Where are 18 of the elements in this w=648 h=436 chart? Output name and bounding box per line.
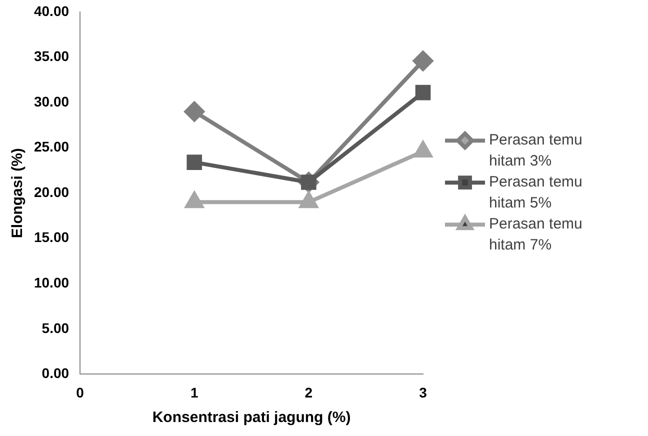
legend-label: Perasan temu hitam 3% [489,132,582,170]
x-axis-title: Konsentrasi pati jagung (%) [152,409,351,426]
y-tick-label: 25.00 [34,138,70,155]
x-tick-label: 1 [190,384,198,400]
y-tick-label: 5.00 [42,320,70,336]
y-tick-label: 35.00 [34,48,70,64]
legend-label: Perasan temu hitam 5% [489,174,582,212]
y-tick-label: 20.00 [34,184,70,200]
x-tick-label: 0 [76,384,84,400]
y-tick-label: 10.00 [34,274,70,291]
x-tick-label: 2 [304,384,313,400]
y-axis-title: Elongasi (%) [9,148,26,238]
legend-label: Perasan temu hitam 7% [489,216,582,254]
y-tick-label: 0.00 [42,365,70,382]
y-tick-label: 40.00 [34,2,70,19]
y-tick-label: 30.00 [34,93,70,110]
y-tick-label: 15.00 [34,229,70,246]
x-tick-label: 3 [419,384,428,400]
